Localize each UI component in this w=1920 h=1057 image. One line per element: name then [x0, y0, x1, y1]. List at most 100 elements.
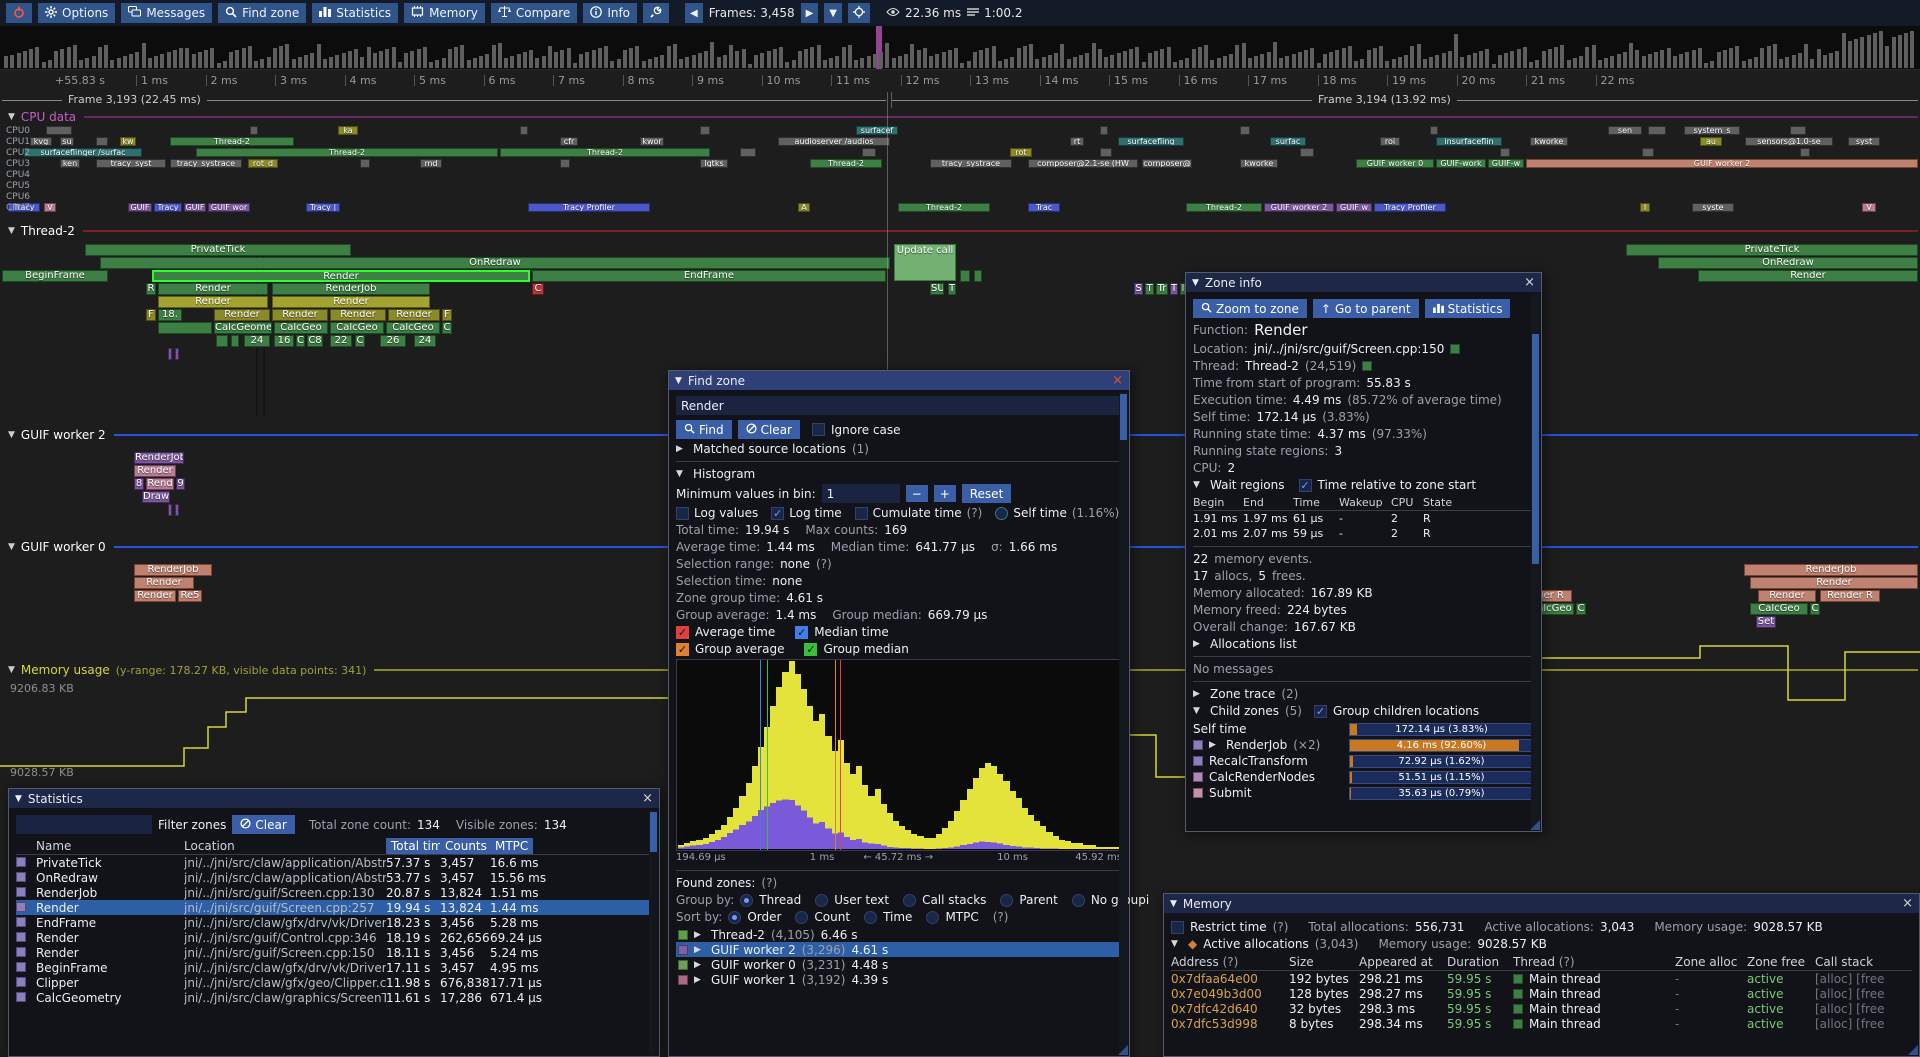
cpu-zone-thread-2[interactable]: Thread-2 — [810, 159, 882, 168]
alloc-address[interactable]: 0x7dfaa64e00 — [1171, 971, 1258, 986]
zone-beginframe[interactable]: BeginFrame — [2, 270, 108, 282]
restrict-time-checkbox[interactable] — [1171, 920, 1184, 934]
cpu-zone[interactable] — [360, 159, 370, 168]
stats-row[interactable]: Clipper jni/../jni/src/claw/gfx/geo/Clipp… — [16, 975, 652, 990]
cpu-zone[interactable] — [1430, 126, 1438, 135]
zone-render-r[interactable]: Render R — [1820, 590, 1880, 602]
find-zone-search-input[interactable]: Render — [676, 396, 1122, 415]
column-address[interactable]: Address — [1171, 955, 1219, 969]
cpu-zone-thread-2[interactable]: Thread-2 — [1186, 203, 1262, 212]
column-call-stack[interactable]: Call stack — [1815, 955, 1874, 969]
cpu-zone[interactable] — [1100, 148, 1112, 157]
column-duration[interactable]: Duration — [1447, 955, 1500, 969]
cpu-zone-surfaceflinger-surfac[interactable]: surfaceflinger /surfac — [24, 148, 142, 157]
cpu-zone[interactable] — [1240, 126, 1250, 135]
cpu-zone-guif-w[interactable]: GUIF w — [1336, 203, 1372, 212]
zone-tr[interactable]: Tr — [1156, 283, 1168, 295]
zone-calcgeo[interactable]: CalcGeo — [1750, 603, 1808, 615]
scrollbar-thumb[interactable] — [1532, 334, 1539, 564]
compare-button[interactable]: Compare — [490, 3, 578, 23]
cpu-zone-tracy[interactable]: Tracy — [154, 203, 182, 212]
cpu-zone-surfacef[interactable]: surfacef — [856, 126, 898, 135]
stats-row[interactable]: PrivateTick jni/../jni/src/claw/applicati… — [16, 855, 652, 870]
cpu-zone[interactable] — [700, 126, 710, 135]
zoom-to-zone-button[interactable]: Zoom to zone — [1193, 299, 1307, 318]
column-zone-free[interactable]: Zone free — [1747, 955, 1806, 969]
cpu-zone-i[interactable]: I — [1640, 203, 1650, 212]
find-zone-histogram[interactable] — [676, 659, 1122, 851]
cpu-zone-guif-worker-0[interactable]: GUIF worker 0 — [1356, 159, 1434, 168]
cpu-data-header[interactable]: ▼ CPU data — [0, 110, 1920, 124]
frame-dropdown-button[interactable]: ▼ — [824, 3, 842, 23]
zone-c[interactable]: C — [296, 335, 305, 347]
cpu-zone-guif-wor[interactable]: GUIF wor — [208, 203, 250, 212]
cpu-zone-rt[interactable]: rt — [1070, 137, 1084, 146]
alloc-call-stack[interactable]: [alloc] [free — [1815, 986, 1885, 1001]
column-thread[interactable]: Thread — [1513, 955, 1555, 969]
zone-render[interactable]: Render — [134, 590, 176, 602]
ignore-case-checkbox[interactable] — [811, 423, 825, 436]
sort-by-radio-order[interactable] — [728, 910, 742, 924]
zone-renderjob[interactable]: RenderJob — [134, 564, 212, 576]
zone-endframe[interactable]: EndFrame — [532, 270, 886, 282]
cpu-zone-tracy-[interactable]: Tracy | — [306, 203, 340, 212]
collapse-icon[interactable]: ▼ — [8, 542, 15, 552]
cpu-zone-lgtks[interactable]: lgtks — [700, 159, 728, 168]
scrollbar-thumb[interactable] — [650, 812, 657, 852]
self-time-checkbox[interactable] — [995, 506, 1009, 520]
log-time-checkbox[interactable] — [771, 506, 785, 520]
cpu-zone-kw[interactable]: kw — [120, 137, 136, 146]
messages-button[interactable]: Messages — [121, 3, 213, 23]
child-zone-row[interactable]: Submit 35.63 µs (0.79%) — [1193, 785, 1534, 801]
cpu-zone-syst[interactable]: syst — [1848, 137, 1880, 146]
zone-render[interactable]: Render — [1758, 590, 1816, 602]
column-counts[interactable]: Counts — [440, 837, 490, 854]
cpu-zone[interactable] — [560, 159, 570, 168]
zone-f[interactable]: F — [442, 309, 452, 321]
clear-filter-button[interactable]: Clear — [232, 815, 295, 834]
allocation-row[interactable]: 0x7dfc53d998 8 bytes 298.34 ms 59.95 s Main … — [1171, 1016, 1912, 1031]
cpu-zone-guif[interactable]: GUIF — [184, 203, 206, 212]
zone-location[interactable]: jni/../jni/src/guif/Screen.cpp:150 — [1253, 342, 1445, 356]
resize-grip[interactable] — [1118, 1045, 1128, 1055]
prev-frame-button[interactable]: ◀ — [685, 3, 703, 23]
zone-s[interactable]: S — [1134, 283, 1143, 295]
stats-row[interactable]: RenderJob jni/../jni/src/guif/Screen.cpp:… — [16, 885, 652, 900]
cpu-zone-v[interactable]: V — [1862, 203, 1876, 212]
zone[interactable] — [960, 270, 970, 282]
time-relative-checkbox[interactable] — [1298, 478, 1312, 492]
cpu-zone-guif[interactable]: GUIF — [128, 203, 152, 212]
statistics-button[interactable]: Statistics — [1424, 299, 1511, 318]
zone-renderjob[interactable]: RenderJob — [134, 452, 184, 464]
group-by-radio-thread[interactable] — [740, 893, 754, 907]
cpu-zone-cfr[interactable]: cfr — [560, 137, 578, 146]
cpu-zone-composer-[interactable]: composer@ — [1142, 159, 1192, 168]
column-appeared-at[interactable]: Appeared at — [1359, 955, 1433, 969]
cpu-zone-roi[interactable]: roi — [1380, 137, 1400, 146]
cpu-zone-tracy-profiler[interactable]: Tracy Profiler — [528, 203, 650, 212]
frame-label[interactable]: Frame 3,194 (13.92 ms) — [1312, 93, 1457, 106]
cpu-zone-tracy-syst[interactable]: tracy_syst — [96, 159, 166, 168]
zone-render[interactable]: Render — [158, 283, 268, 295]
clear-button[interactable]: Clear — [737, 420, 800, 439]
zone-calcgeo[interactable]: CalcGeo — [274, 322, 328, 334]
zone-9[interactable]: 9 — [176, 478, 185, 490]
allocation-row[interactable]: 0x7e049b3d00 128 bytes 298.27 ms 59.95 s Mai… — [1171, 986, 1912, 1001]
resize-grip[interactable] — [1530, 820, 1540, 830]
cpu-zone-v[interactable]: V — [44, 203, 56, 212]
cpu-zone-thread-2[interactable]: Thread-2 — [196, 148, 498, 157]
zone-render[interactable]: Render — [134, 577, 194, 589]
next-frame-button[interactable]: ▶ — [800, 3, 819, 23]
collapse-icon[interactable]: ▼ — [8, 430, 15, 440]
expand-icon[interactable]: ▶ — [694, 929, 701, 940]
cpu-zone-ka[interactable]: ka — [338, 126, 358, 135]
allocations-list-toggle[interactable]: ▶ Allocations list — [1193, 637, 1297, 651]
cpu-zone-rot-d[interactable]: rot_d — [248, 159, 278, 168]
statistics-button[interactable]: Statistics — [312, 3, 399, 23]
collapse-icon[interactable]: ▼ — [8, 112, 15, 122]
find-zone-button[interactable]: Find zone — [218, 3, 307, 23]
cpu-zone-kworke[interactable]: kworke — [1530, 137, 1568, 146]
column-mtpc[interactable]: MTPC — [490, 837, 534, 854]
cpu-zone[interactable] — [1300, 148, 1314, 157]
zone[interactable] — [168, 504, 172, 516]
